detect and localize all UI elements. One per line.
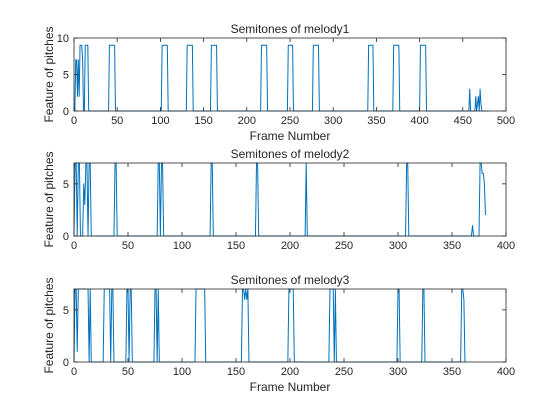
x-tick-label: 250: [335, 240, 353, 252]
y-tick-label: 0: [63, 106, 69, 118]
chart-title: Semitones of melody3: [231, 273, 350, 287]
x-tick-label: 250: [335, 366, 353, 378]
x-tick-label: 50: [122, 240, 134, 252]
y-tick-label: 5: [63, 70, 69, 82]
x-tick-label: 150: [227, 366, 245, 378]
y-tick-label: 0: [63, 357, 69, 369]
x-tick-label: 300: [389, 240, 407, 252]
x-tick-label: 400: [497, 240, 515, 252]
x-tick-label: 100: [173, 240, 191, 252]
x-tick-label: 0: [71, 366, 77, 378]
x-tick-label: 50: [111, 115, 123, 127]
y-axis-label: Feature of pitches: [42, 26, 56, 122]
plot-area: [74, 38, 506, 111]
x-tick-label: 100: [173, 366, 191, 378]
series-line: [74, 44, 489, 112]
x-tick-label: 100: [151, 115, 169, 127]
plot-area: [74, 289, 506, 362]
x-tick-label: 200: [238, 115, 256, 127]
x-tick-label: 350: [367, 115, 385, 127]
x-tick-label: 50: [122, 366, 134, 378]
x-tick-label: 0: [71, 115, 77, 127]
y-tick-label: 5: [63, 305, 69, 317]
x-tick-label: 150: [227, 240, 245, 252]
x-tick-label: 300: [389, 366, 407, 378]
chart-title: Semitones of melody2: [231, 147, 350, 161]
chart-title: Semitones of melody1: [231, 22, 350, 36]
y-axis-label: Feature of pitches: [42, 151, 56, 247]
x-tick-label: 500: [497, 115, 515, 127]
x-axis-label: Frame Number: [250, 380, 331, 394]
subplot-3: 0 50 100 150 200 250 300 350 400 0 5 Semitones of m…: [42, 273, 515, 394]
x-tick-label: 450: [454, 115, 472, 127]
series-line: [73, 162, 486, 237]
x-axis-label: Frame Number: [250, 129, 331, 143]
x-tick-label: 350: [443, 366, 461, 378]
x-tick-label: 250: [281, 115, 299, 127]
plot-area: [74, 163, 506, 236]
subplot-2: 0 50 100 150 200 250 300 350 400 0 5 Semitones of m…: [42, 147, 515, 252]
x-tick-label: 400: [410, 115, 428, 127]
x-tick-label: 150: [194, 115, 212, 127]
x-tick-label: 300: [324, 115, 342, 127]
y-axis-label: Feature of pitches: [42, 277, 56, 373]
y-tick-label: 10: [57, 33, 69, 45]
x-tick-label: 200: [281, 366, 299, 378]
x-tick-label: 200: [281, 240, 299, 252]
x-tick-label: 350: [443, 240, 461, 252]
x-tick-label: 0: [71, 240, 77, 252]
y-tick-label: 5: [63, 179, 69, 191]
subplot-1: 0 50 100 150 200 250 300 350 400 450 500 0 5 10 Semito…: [42, 22, 515, 143]
x-tick-label: 400: [497, 366, 515, 378]
y-tick-label: 0: [63, 231, 69, 243]
